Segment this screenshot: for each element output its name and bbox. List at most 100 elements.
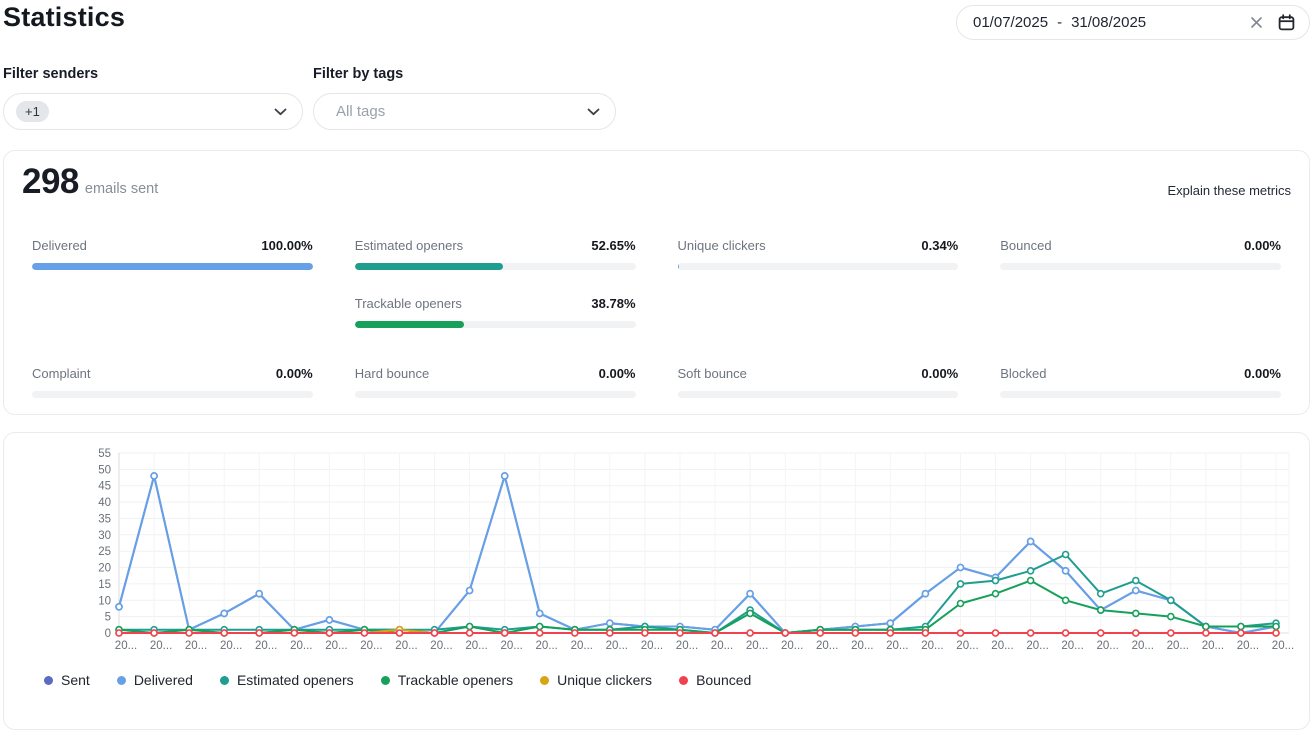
svg-text:35: 35 — [98, 514, 111, 526]
tags-placeholder: All tags — [336, 103, 386, 120]
metric-value: 0.34% — [921, 237, 959, 253]
metric-delivered: Delivered 100.00% — [32, 238, 313, 270]
svg-text:20...: 20... — [1132, 640, 1154, 652]
metrics-slot: Complaint 0.00% — [32, 366, 313, 398]
metric-unique-clickers: Unique clickers 0.34% — [677, 237, 959, 270]
metrics-slot: Bounced 0.00% — [1000, 238, 1281, 328]
legend-item-bounced[interactable]: Bounced — [679, 672, 751, 688]
svg-text:10: 10 — [98, 595, 111, 607]
date-start: 01/07/2025 — [973, 14, 1049, 31]
svg-text:20...: 20... — [1272, 640, 1294, 652]
metric-value: 0.00% — [1244, 365, 1281, 381]
metric-label: Estimated openers — [354, 237, 464, 253]
metrics-slot: Estimated openers 52.65% Trackable openers… — [354, 237, 636, 328]
date-range-value[interactable]: 01/07/2025 - 31/08/2025 — [973, 14, 1237, 31]
svg-text:45: 45 — [98, 481, 111, 493]
svg-text:20...: 20... — [921, 640, 943, 652]
svg-text:20...: 20... — [991, 640, 1013, 652]
legend-item-trackable-openers[interactable]: Trackable openers — [380, 672, 513, 688]
metric-trackable-openers: Trackable openers 38.78% — [354, 295, 636, 328]
svg-text:20...: 20... — [1202, 640, 1224, 652]
svg-text:20: 20 — [98, 563, 111, 575]
legend-item-delivered[interactable]: Delivered — [116, 672, 193, 688]
metrics-slot: Unique clickers 0.34% — [677, 237, 959, 328]
svg-text:55: 55 — [98, 448, 111, 460]
metric-value: 0.00% — [1244, 237, 1281, 253]
svg-text:20...: 20... — [746, 640, 768, 652]
legend-dot-icon — [380, 675, 390, 685]
metric-value: 38.78% — [591, 295, 636, 311]
metric-hard-bounce: Hard bounce 0.00% — [354, 365, 636, 398]
svg-text:20...: 20... — [185, 640, 207, 652]
metrics-card: 298 emails sent Explain these metrics Del… — [3, 150, 1310, 415]
emails-sent-label: emails sent — [84, 181, 159, 197]
svg-text:20...: 20... — [956, 640, 978, 652]
progress-bar-track — [32, 390, 313, 398]
svg-text:20...: 20... — [255, 640, 277, 652]
filter-senders-select[interactable]: +1 — [3, 93, 303, 130]
legend-dot-icon — [540, 675, 550, 685]
svg-text:5: 5 — [105, 612, 111, 624]
legend-label: Bounced — [696, 672, 752, 688]
senders-count-chip[interactable]: +1 — [16, 101, 49, 122]
metric-label: Unique clickers — [677, 237, 766, 253]
legend-item-unique-clickers[interactable]: Unique clickers — [540, 672, 652, 688]
filters-row: Filter senders +1 Filter by tags All tag… — [3, 66, 1310, 130]
clear-date-icon[interactable] — [1245, 12, 1267, 34]
line-chart: 0 5 10 15 20 25 30 35 40 45 50 55 20... 20... 20... 20.… — [4, 443, 1309, 662]
svg-text:20...: 20... — [501, 640, 523, 652]
progress-bar-fill — [354, 262, 503, 270]
progress-bar-track — [354, 390, 636, 398]
legend-item-estimated-openers[interactable]: Estimated openers — [219, 672, 354, 688]
svg-text:15: 15 — [98, 579, 111, 591]
legend-label: Delivered — [133, 672, 193, 688]
metric-label: Trackable openers — [354, 295, 462, 311]
metric-bounced: Bounced 0.00% — [1000, 238, 1281, 270]
progress-bar-fill — [354, 320, 464, 328]
svg-text:20...: 20... — [851, 640, 873, 652]
svg-text:20...: 20... — [150, 640, 172, 652]
date-range-picker[interactable]: 01/07/2025 - 31/08/2025 — [956, 5, 1310, 40]
page-title: Statistics — [3, 2, 126, 32]
svg-text:20...: 20... — [1026, 640, 1048, 652]
legend-label: Sent — [61, 672, 90, 688]
metric-value: 0.00% — [275, 365, 313, 381]
svg-text:20...: 20... — [1061, 640, 1083, 652]
svg-text:20...: 20... — [1167, 640, 1189, 652]
filter-senders: Filter senders +1 — [3, 66, 303, 130]
svg-text:20...: 20... — [781, 640, 803, 652]
chevron-down-icon — [587, 103, 600, 121]
progress-bar-track — [677, 390, 959, 398]
filter-tags-select[interactable]: All tags — [313, 93, 616, 130]
chart-card: 0 5 10 15 20 25 30 35 40 45 50 55 20... 20... 20... 20.… — [3, 432, 1310, 730]
svg-text:20...: 20... — [1097, 640, 1119, 652]
emails-sent-summary: 298 emails sent — [22, 162, 159, 202]
svg-text:20...: 20... — [606, 640, 628, 652]
legend-dot-icon — [679, 675, 689, 685]
topbar: Statistics 01/07/2025 - 31/08/2025 — [3, 0, 1310, 40]
chart-legend: Sent Delivered Estimated openers Trackable … — [4, 672, 1309, 688]
metrics-slot: Blocked 0.00% — [1000, 366, 1281, 398]
metric-label: Soft bounce — [677, 365, 747, 381]
explain-metrics-link[interactable]: Explain these metrics — [1167, 183, 1291, 198]
progress-bar-fill — [32, 262, 313, 270]
legend-item-sent[interactable]: Sent — [44, 672, 90, 688]
metric-label: Complaint — [32, 365, 91, 381]
filter-senders-label: Filter senders — [3, 66, 99, 82]
calendar-icon[interactable] — [1275, 12, 1297, 34]
svg-text:20...: 20... — [430, 640, 452, 652]
metric-label: Bounced — [1000, 237, 1052, 253]
progress-bar-track — [354, 262, 636, 270]
metric-label: Hard bounce — [354, 365, 430, 381]
legend-dot-icon — [44, 675, 53, 685]
legend-dot-icon — [219, 675, 229, 685]
metrics-grid: Delivered 100.00% Estimated openers 52.65%… — [20, 238, 1293, 398]
metrics-slot: Soft bounce 0.00% — [677, 365, 959, 398]
date-end: 31/08/2025 — [1071, 14, 1147, 31]
date-separator: - — [1057, 14, 1063, 31]
svg-text:40: 40 — [98, 497, 111, 509]
metrics-slot: Delivered 100.00% — [32, 238, 313, 328]
svg-text:20...: 20... — [1237, 640, 1259, 652]
emails-sent-count: 298 — [22, 162, 79, 201]
